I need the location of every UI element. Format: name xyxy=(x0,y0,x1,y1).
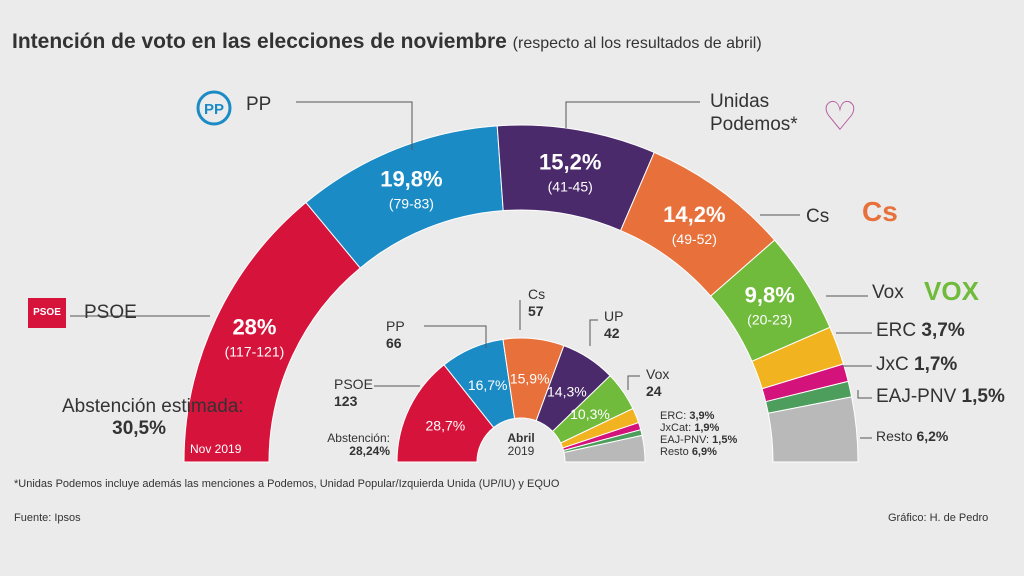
label-resto: Resto 6,2% xyxy=(876,428,949,444)
credit: Gráfico: H. de Pedro xyxy=(888,512,989,524)
leader-line xyxy=(565,101,700,128)
vox-logo: VOX xyxy=(924,276,979,306)
leader-line xyxy=(857,390,872,399)
nov-seats-label: (117-121) xyxy=(225,344,285,360)
psoe-logo: PSOE xyxy=(28,298,66,328)
inner-label-cs: Cs 57 xyxy=(528,286,546,319)
label-cs: Cs xyxy=(806,206,830,227)
footnote: *Unidas Podemos incluye además las menci… xyxy=(14,478,560,490)
nov-seats-label: (49-52) xyxy=(672,231,717,247)
label-pp: PP xyxy=(246,94,272,115)
abstention-nov: Abstención estimada: 30,5% xyxy=(62,396,244,439)
chart-subtitle: (respecto al los resultados de abril) xyxy=(512,35,762,52)
abril-value-label: 15,9% xyxy=(510,370,550,386)
nov-seats-label: (79-83) xyxy=(389,196,434,212)
abril-segment-psoe xyxy=(396,364,495,463)
abril-value-label: 28,7% xyxy=(426,417,466,433)
leader-line xyxy=(296,101,413,150)
inner-label-vox: Vox 24 xyxy=(646,366,670,399)
abril-segment-resto xyxy=(563,434,646,463)
nov-seats-label: (20-23) xyxy=(747,311,792,327)
label-vox: Vox xyxy=(872,282,904,303)
inner-label-up: UP 42 xyxy=(604,308,624,341)
nov-value-label: 14,2% xyxy=(663,202,725,227)
chart-title: Intención de voto en las elecciones de n… xyxy=(12,30,762,53)
nov-value-label: 15,2% xyxy=(539,150,601,175)
abril-value-label: 10,3% xyxy=(570,406,610,422)
leader-line xyxy=(627,375,640,390)
inner-label-pp: PP 66 xyxy=(386,318,405,351)
nov-seats-label: (41-45) xyxy=(548,179,593,195)
label-erc: ERC 3,7% xyxy=(876,320,965,341)
label-pnv: EAJ-PNV 1,5% xyxy=(876,386,1005,407)
leader-line xyxy=(424,325,487,348)
leader-line xyxy=(589,319,598,346)
podemos-heart-logo: ♡ xyxy=(822,95,858,139)
inner-small-labels: ERC: 3,9% JxCat: 1,9% EAJ-PNV: 1,5% Rest… xyxy=(660,410,738,458)
label-jxc: JxC 1,7% xyxy=(876,354,958,375)
pp-logo: PP xyxy=(196,90,232,131)
abril-value-label: 16,7% xyxy=(468,377,508,393)
source: Fuente: Ipsos xyxy=(14,512,81,524)
nov-label: Nov 2019 xyxy=(190,442,242,456)
nov-value-label: 9,8% xyxy=(745,282,795,307)
nov-segment-resto xyxy=(767,396,859,463)
inner-label-psoe: PSOE 123 xyxy=(334,376,373,409)
nov-value-label: 28% xyxy=(232,315,276,340)
abril-value-label: 14,3% xyxy=(547,384,587,400)
abstention-abril: Abstención: 28,24% xyxy=(327,431,390,458)
svg-text:PP: PP xyxy=(204,101,224,118)
abril-center-label: Abril 2019 xyxy=(507,431,535,458)
label-up: Unidas Podemos* xyxy=(710,91,798,135)
nov-value-label: 19,8% xyxy=(380,167,442,192)
label-psoe: PSOE xyxy=(84,302,137,323)
cs-logo: Cs xyxy=(862,196,898,227)
